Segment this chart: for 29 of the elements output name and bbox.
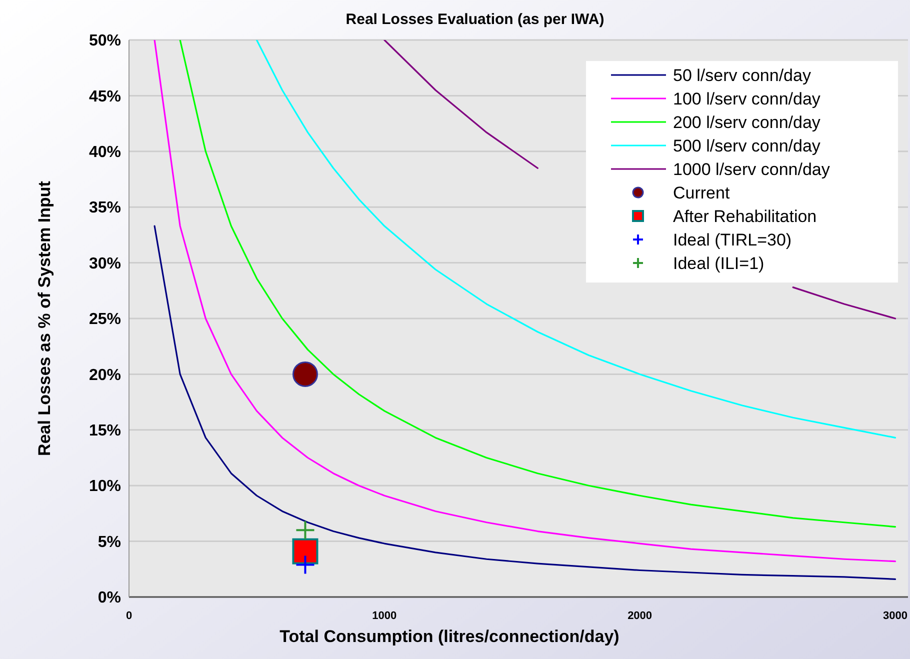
line-series <box>154 225 896 580</box>
y-tick-label: 45% <box>88 88 121 106</box>
legend-label: 50 l/serv conn/day <box>673 66 812 85</box>
x-tick-label: 3000 <box>882 610 908 622</box>
x-tick-label: 1000 <box>372 610 397 622</box>
legend-label: Ideal (ILI=1) <box>673 254 764 273</box>
chart-title: Real Losses Evaluation (as per IWA) <box>346 11 604 28</box>
legend-label: Current <box>673 183 730 202</box>
y-tick-label: 40% <box>88 144 121 161</box>
y-tick-label: 30% <box>88 255 121 272</box>
x-axis-title: Total Consumption (litres/connection/day) <box>280 627 620 646</box>
x-tick-label: 0 <box>126 610 132 622</box>
legend-label: 500 l/serv conn/day <box>673 136 821 156</box>
y-tick-label: 15% <box>88 422 121 440</box>
legend-label: Ideal (TIRL=30) <box>673 230 792 250</box>
legend-label: After Rehabilitation <box>673 206 817 226</box>
legend-label: 100 l/serv conn/day <box>673 89 821 108</box>
x-tick-label: 2000 <box>628 610 652 622</box>
y-tick-label: 25% <box>88 311 121 328</box>
y-tick-label: 10% <box>88 478 121 496</box>
y-tick-label: 35% <box>88 200 121 217</box>
y-tick-label: 20% <box>88 366 121 384</box>
y-axis-title: Real Losses as % of System Input <box>35 180 54 456</box>
y-tick-label: 5% <box>98 534 121 551</box>
line-series <box>256 40 896 438</box>
y-tick-label: 50% <box>88 32 121 50</box>
legend-label: 1000 l/serv conn/day <box>673 160 830 179</box>
legend-label: 200 l/serv conn/day <box>673 112 821 132</box>
y-tick-label: 0% <box>98 590 121 607</box>
